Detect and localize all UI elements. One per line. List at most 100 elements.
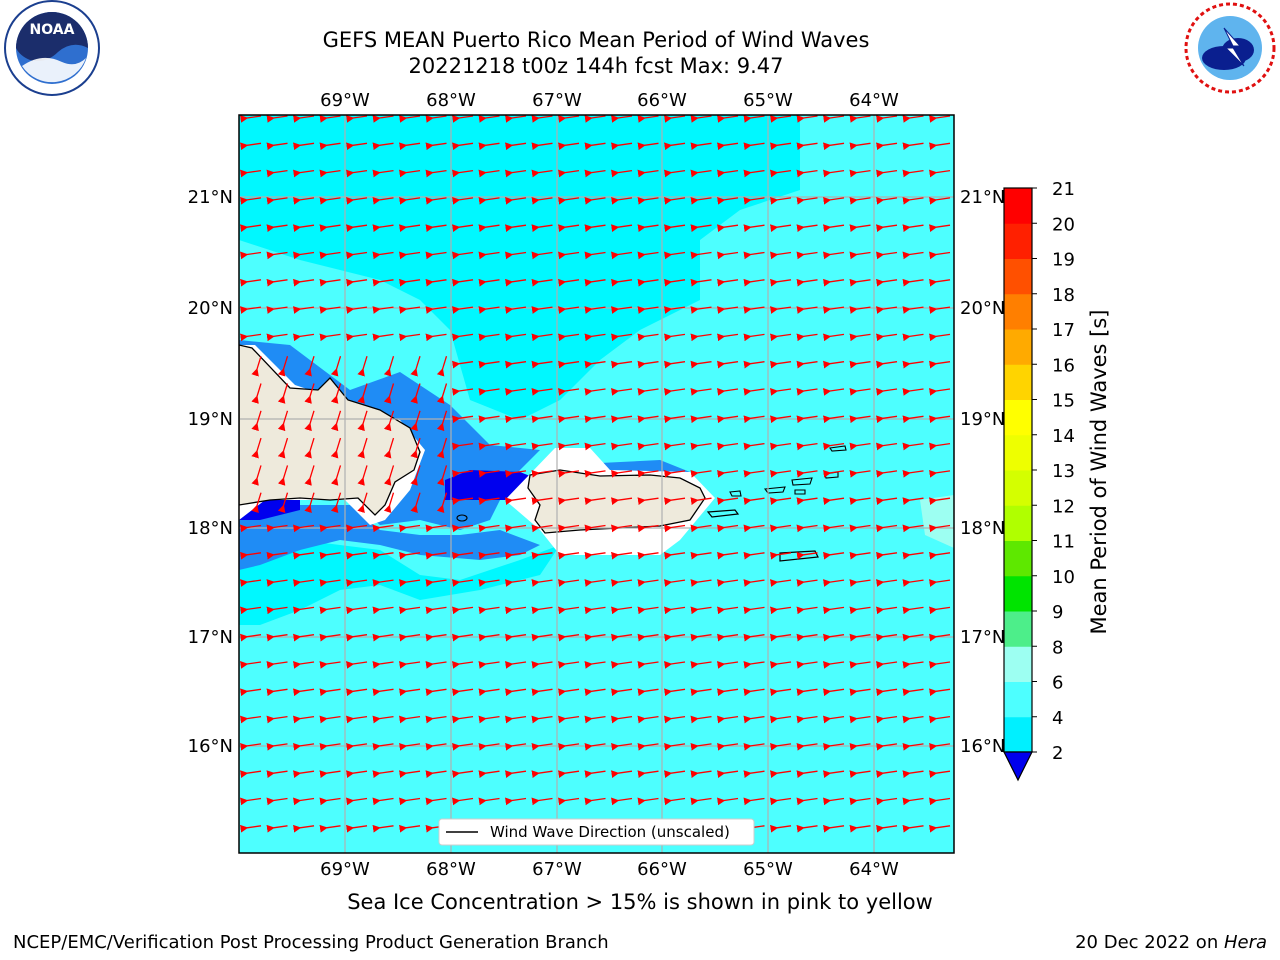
wind-arrow bbox=[902, 551, 924, 560]
wind-arrow bbox=[849, 196, 871, 205]
wind-arrow bbox=[611, 196, 633, 205]
wind-arrow bbox=[478, 115, 500, 123]
wind-arrow bbox=[770, 142, 792, 151]
wind-arrow bbox=[293, 770, 315, 778]
wind-arrow bbox=[399, 142, 421, 151]
lon-labels-top: 69°W 68°W 67°W 66°W 65°W 64°W bbox=[320, 90, 899, 111]
wind-arrow bbox=[849, 251, 871, 260]
wind-arrow bbox=[611, 524, 633, 533]
wind-arrow bbox=[558, 661, 580, 669]
wind-arrow bbox=[531, 688, 553, 697]
colorbar-tick-label: 2 bbox=[1052, 743, 1063, 764]
wind-wave-arrows bbox=[240, 115, 951, 833]
wind-arrow bbox=[929, 169, 951, 178]
wind-arrow bbox=[770, 469, 792, 478]
wind-arrow bbox=[266, 661, 288, 669]
wind-arrow bbox=[690, 633, 712, 642]
colorbar-segment bbox=[1004, 293, 1032, 330]
wind-arrow bbox=[372, 551, 394, 560]
wind-arrow bbox=[823, 469, 845, 478]
wind-arrow bbox=[425, 715, 447, 724]
wind-arrow bbox=[319, 606, 341, 615]
wind-arrow bbox=[410, 437, 421, 459]
wind-arrow bbox=[611, 469, 633, 478]
wind-arrow bbox=[929, 742, 951, 751]
colorbar-tick-label: 17 bbox=[1052, 320, 1075, 341]
wind-arrow bbox=[584, 388, 606, 396]
wind-arrow bbox=[531, 524, 553, 533]
wind-arrow bbox=[823, 306, 845, 314]
wind-arrow bbox=[664, 551, 686, 560]
wind-arrow bbox=[611, 661, 633, 669]
wind-arrow bbox=[743, 742, 765, 751]
wind-arrow bbox=[372, 770, 394, 778]
chart-title: GEFS MEAN Puerto Rico Mean Period of Win… bbox=[322, 28, 870, 52]
wind-arrow bbox=[452, 115, 474, 123]
wind-arrow bbox=[319, 306, 341, 314]
wind-arrow bbox=[929, 115, 951, 123]
wind-arrow bbox=[902, 169, 924, 178]
wind-arrow bbox=[372, 742, 394, 751]
wind-arrow bbox=[452, 251, 474, 260]
wind-arrow bbox=[293, 251, 315, 260]
wind-arrow bbox=[372, 278, 394, 287]
colorbar-tick-label: 10 bbox=[1052, 567, 1075, 588]
colorbar-tick-label: 4 bbox=[1052, 708, 1063, 729]
wind-arrow bbox=[293, 661, 315, 669]
wind-arrow bbox=[690, 360, 712, 369]
wind-arrow bbox=[584, 442, 606, 451]
wind-arrow bbox=[531, 169, 553, 178]
wind-arrow bbox=[531, 251, 553, 260]
wind-arrow bbox=[664, 224, 686, 232]
wind-arrow bbox=[293, 824, 315, 833]
wind-arrow bbox=[743, 115, 765, 123]
wind-arrow bbox=[505, 333, 527, 342]
wind-arrow bbox=[902, 306, 924, 314]
wind-arrow bbox=[478, 742, 500, 751]
wind-arrow bbox=[277, 383, 289, 404]
wind-arrow bbox=[531, 360, 553, 369]
wind-arrow bbox=[823, 551, 845, 560]
wind-arrow bbox=[266, 797, 288, 806]
wind-arrow bbox=[717, 497, 739, 505]
wind-arrow bbox=[383, 383, 395, 404]
wind-arrow bbox=[531, 579, 553, 587]
wind-arrow bbox=[372, 333, 394, 342]
wind-arrow bbox=[717, 333, 739, 342]
wind-arrow bbox=[902, 415, 924, 424]
wind-arrow bbox=[266, 742, 288, 751]
wind-arrow bbox=[743, 415, 765, 424]
wind-arrow bbox=[690, 142, 712, 151]
wind-arrow bbox=[690, 606, 712, 615]
wind-arrow bbox=[293, 278, 315, 287]
wind-arrow bbox=[929, 333, 951, 342]
wind-arrow bbox=[346, 115, 368, 123]
wind-arrow bbox=[319, 115, 341, 123]
wind-arrow bbox=[240, 770, 262, 778]
wind-arrow bbox=[637, 442, 659, 451]
wind-arrow bbox=[929, 442, 951, 451]
wind-arrow bbox=[425, 251, 447, 260]
wind-arrow bbox=[717, 797, 739, 806]
wind-arrow bbox=[266, 251, 288, 260]
wind-arrow bbox=[478, 142, 500, 151]
wind-arrow bbox=[690, 415, 712, 424]
wind-arrow bbox=[902, 770, 924, 778]
wind-arrow bbox=[357, 492, 368, 514]
legend-label: Wind Wave Direction (unscaled) bbox=[490, 823, 730, 841]
wind-arrow bbox=[372, 115, 394, 123]
wind-arrow bbox=[240, 606, 262, 615]
wind-arrow bbox=[452, 196, 474, 205]
wind-arrow bbox=[425, 770, 447, 778]
wind-arrow bbox=[240, 278, 262, 287]
wind-arrow bbox=[346, 797, 368, 806]
wind-arrow bbox=[902, 524, 924, 533]
wind-arrow bbox=[505, 742, 527, 751]
wind-arrow bbox=[611, 360, 633, 369]
wind-arrow bbox=[849, 688, 871, 697]
wind-arrow bbox=[266, 278, 288, 287]
wind-arrow bbox=[505, 142, 527, 151]
colorbar-segment bbox=[1004, 188, 1032, 224]
wind-arrow bbox=[929, 224, 951, 232]
wind-arrow bbox=[611, 770, 633, 778]
